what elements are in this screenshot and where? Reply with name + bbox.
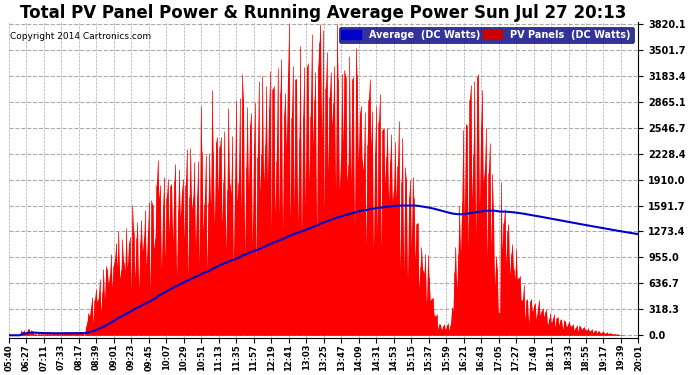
Title: Total PV Panel Power & Running Average Power Sun Jul 27 20:13: Total PV Panel Power & Running Average P…	[21, 4, 627, 22]
Text: Copyright 2014 Cartronics.com: Copyright 2014 Cartronics.com	[10, 32, 151, 41]
Legend: Average  (DC Watts), PV Panels  (DC Watts): Average (DC Watts), PV Panels (DC Watts)	[339, 27, 633, 43]
